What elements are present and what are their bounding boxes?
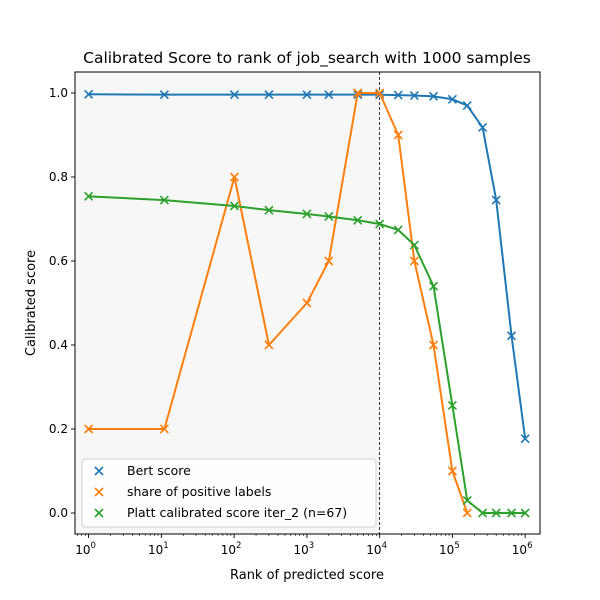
data-point-marker (428, 340, 439, 350)
data-point-marker (478, 508, 488, 518)
data-point-marker (353, 215, 363, 225)
data-point-marker (491, 508, 501, 518)
data-point-marker (462, 495, 472, 505)
data-point-marker (491, 195, 501, 205)
data-point-marker (409, 240, 419, 250)
data-point-marker (447, 400, 457, 411)
data-point-marker (264, 340, 274, 350)
x-tick-exponent: 5 (454, 541, 459, 551)
data-point-marker (84, 89, 94, 99)
data-point-marker (506, 331, 517, 341)
data-point-marker (264, 90, 274, 100)
x-tick-exponent: 0 (91, 541, 96, 551)
data-point-marker (264, 205, 274, 215)
data-point-marker (428, 91, 439, 101)
data-point-marker (520, 434, 530, 444)
data-point-marker (229, 172, 240, 182)
data-point-marker (302, 209, 312, 219)
legend-marker (94, 508, 104, 518)
data-point-marker (409, 90, 419, 101)
data-point-marker (447, 466, 457, 476)
x-tick-exponent: 4 (382, 541, 387, 551)
data-point-marker (375, 88, 385, 98)
data-point-marker (324, 256, 334, 266)
y-tick-label: 0.0 (49, 506, 68, 520)
axes-frame (74, 71, 541, 535)
data-point-marker (409, 256, 419, 266)
legend-label: Bert score (127, 463, 191, 478)
data-point-marker (393, 130, 403, 140)
data-point-marker (159, 195, 169, 205)
data-point-marker (520, 508, 530, 518)
data-point-marker (302, 90, 312, 100)
data-point-marker (159, 424, 169, 434)
legend-label: Platt calibrated score iter_2 (n=67) (127, 505, 347, 520)
data-point-marker (478, 122, 488, 133)
legend-marker (94, 466, 104, 476)
data-point-marker (462, 101, 472, 111)
data-point-marker (393, 225, 403, 235)
data-point-marker (159, 90, 169, 100)
data-point-marker (447, 94, 457, 104)
x-tick-exponent: 2 (236, 541, 241, 551)
x-tick-exponent: 3 (309, 541, 314, 551)
chart-title: Calibrated Score to rank of job_search w… (83, 49, 531, 68)
legend-label: share of positive labels (127, 484, 271, 499)
y-tick-label: 0.8 (49, 170, 68, 184)
y-tick-label: 0.4 (49, 338, 68, 352)
series-2 (84, 191, 530, 518)
data-point-marker (84, 191, 94, 201)
series-1 (84, 88, 472, 518)
data-point-marker (428, 281, 439, 291)
data-point-marker (229, 201, 240, 211)
data-point-marker (375, 219, 385, 229)
data-point-marker (324, 211, 334, 222)
x-tick-exponent: 6 (527, 541, 532, 551)
data-point-marker (324, 90, 334, 100)
y-tick-label: 0.6 (49, 254, 68, 268)
data-point-marker (84, 424, 94, 434)
data-point-marker (353, 88, 363, 98)
y-tick-label: 1.0 (49, 86, 68, 100)
legend-box (81, 458, 377, 528)
legend: Bert score share of positive labels Platt … (81, 458, 377, 528)
shaded-region (75, 72, 380, 534)
data-point-marker (393, 90, 403, 100)
data-point-marker (302, 298, 312, 308)
y-tick-label: 0.2 (49, 422, 68, 436)
data-point-marker (462, 508, 472, 518)
y-axis-label: Calibrated score (24, 250, 39, 356)
x-axis-label: Rank of predicted score (230, 568, 384, 583)
data-point-marker (506, 508, 517, 518)
data-point-marker (229, 90, 240, 100)
legend-marker (94, 487, 104, 497)
x-tick-exponent: 1 (163, 541, 168, 551)
